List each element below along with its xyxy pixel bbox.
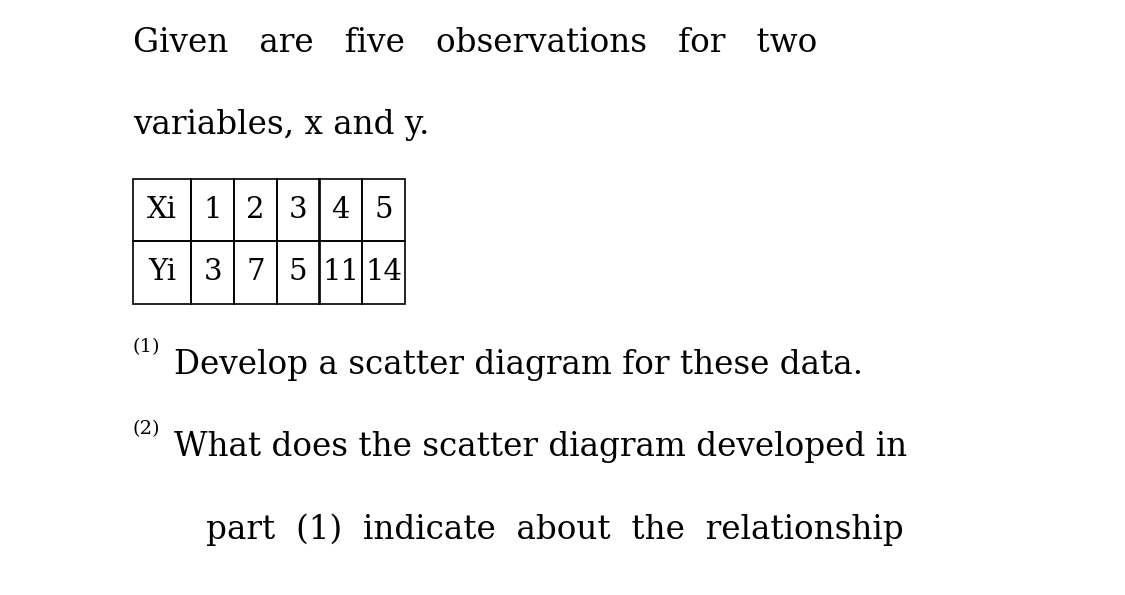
Text: Develop a scatter diagram for these data.: Develop a scatter diagram for these data… (174, 349, 863, 381)
Text: 14: 14 (366, 258, 402, 286)
Text: What does the scatter diagram developed in: What does the scatter diagram developed … (174, 431, 908, 463)
Text: (2): (2) (133, 420, 160, 438)
Text: part  (1)  indicate  about  the  relationship: part (1) indicate about the relationship (206, 513, 903, 546)
Text: 3: 3 (289, 196, 307, 224)
Text: 3: 3 (204, 258, 222, 286)
Text: Yi: Yi (148, 258, 176, 286)
Text: 7: 7 (246, 258, 264, 286)
Text: 2: 2 (246, 196, 264, 224)
Text: Xi: Xi (147, 196, 177, 224)
Text: 5: 5 (375, 196, 393, 224)
Text: 4: 4 (332, 196, 350, 224)
Text: 1: 1 (204, 196, 222, 224)
Text: (1): (1) (133, 338, 160, 356)
Text: Given   are   five   observations   for   two: Given are five observations for two (133, 27, 817, 59)
Text: variables, x and y.: variables, x and y. (133, 109, 429, 141)
Text: 5: 5 (289, 258, 307, 286)
Text: 11: 11 (323, 258, 359, 286)
